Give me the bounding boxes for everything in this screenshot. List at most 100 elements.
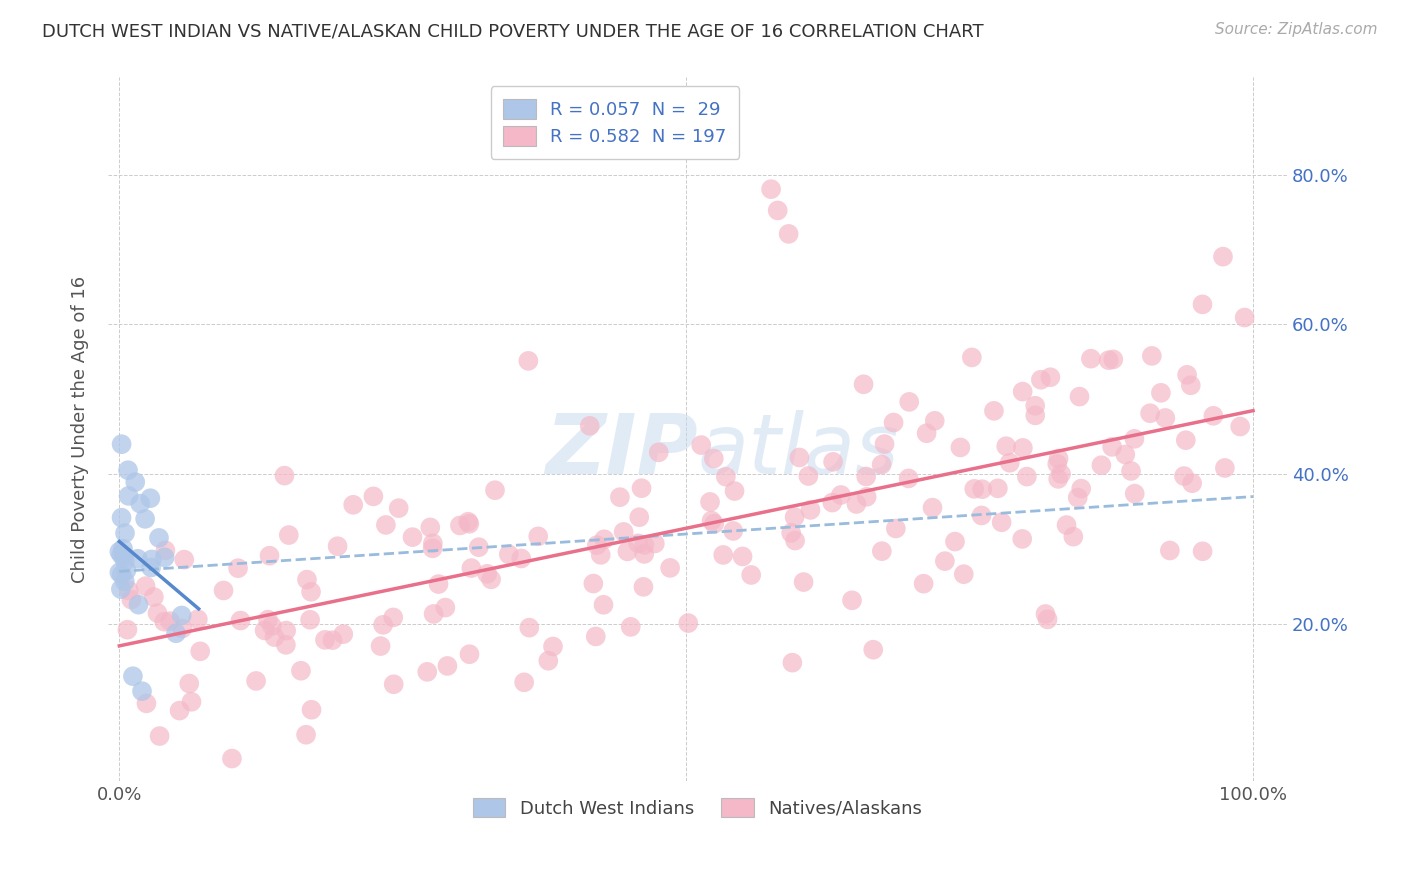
Point xyxy=(1024,409,1046,423)
Point xyxy=(537,654,560,668)
Point xyxy=(295,573,318,587)
Point xyxy=(299,613,322,627)
Point xyxy=(127,551,149,566)
Legend: Dutch West Indians, Natives/Alaskans: Dutch West Indians, Natives/Alaskans xyxy=(465,790,929,825)
Point xyxy=(943,534,966,549)
Point xyxy=(1102,352,1125,367)
Point xyxy=(1056,518,1078,533)
Point xyxy=(703,516,725,531)
Point xyxy=(510,551,533,566)
Point xyxy=(260,619,283,633)
Point xyxy=(263,630,285,644)
Point xyxy=(721,524,744,538)
Point xyxy=(766,203,789,218)
Point xyxy=(295,728,318,742)
Point xyxy=(1213,461,1236,475)
Point xyxy=(245,673,267,688)
Point xyxy=(1015,469,1038,483)
Point xyxy=(870,544,893,558)
Point xyxy=(114,554,136,568)
Point xyxy=(1150,385,1173,400)
Point xyxy=(897,471,920,485)
Point xyxy=(1229,419,1251,434)
Point xyxy=(870,458,893,472)
Point xyxy=(1173,469,1195,483)
Point xyxy=(229,614,252,628)
Point xyxy=(883,416,905,430)
Point xyxy=(1233,310,1256,325)
Point xyxy=(253,624,276,638)
Point xyxy=(983,404,1005,418)
Y-axis label: Child Poverty Under the Age of 16: Child Poverty Under the Age of 16 xyxy=(72,276,89,582)
Point xyxy=(314,632,336,647)
Point xyxy=(703,451,725,466)
Point xyxy=(987,481,1010,495)
Point xyxy=(1050,467,1073,481)
Point xyxy=(458,516,481,531)
Point xyxy=(513,675,536,690)
Point xyxy=(422,541,444,556)
Point xyxy=(1181,476,1204,491)
Point xyxy=(934,554,956,568)
Point xyxy=(1119,464,1142,478)
Point xyxy=(273,468,295,483)
Point xyxy=(789,450,811,465)
Point xyxy=(110,582,132,596)
Point xyxy=(332,627,354,641)
Point xyxy=(274,638,297,652)
Point xyxy=(1011,532,1033,546)
Point xyxy=(1090,458,1112,473)
Point xyxy=(479,572,502,586)
Point xyxy=(117,489,139,503)
Point xyxy=(592,598,614,612)
Point xyxy=(582,576,605,591)
Point xyxy=(699,495,721,509)
Point xyxy=(110,510,132,524)
Point xyxy=(226,561,249,575)
Point xyxy=(179,676,201,690)
Point xyxy=(1159,543,1181,558)
Point xyxy=(388,501,411,516)
Point xyxy=(711,548,734,562)
Point xyxy=(149,729,172,743)
Point xyxy=(541,640,564,654)
Point xyxy=(630,481,652,495)
Point xyxy=(134,512,156,526)
Point xyxy=(434,600,457,615)
Point xyxy=(783,510,806,524)
Point xyxy=(419,520,441,534)
Point xyxy=(609,490,631,504)
Point xyxy=(793,575,815,590)
Point xyxy=(170,608,193,623)
Point xyxy=(382,610,405,624)
Point xyxy=(1202,409,1225,423)
Point xyxy=(1039,370,1062,384)
Point xyxy=(342,498,364,512)
Point xyxy=(924,414,946,428)
Point xyxy=(153,615,176,629)
Point xyxy=(1069,390,1091,404)
Point xyxy=(422,536,444,550)
Point xyxy=(299,584,322,599)
Point xyxy=(122,669,145,683)
Point xyxy=(527,529,550,543)
Point xyxy=(578,418,600,433)
Point xyxy=(517,621,540,635)
Point xyxy=(475,566,498,581)
Point xyxy=(135,697,157,711)
Point xyxy=(131,684,153,698)
Point xyxy=(117,463,139,477)
Point xyxy=(589,548,612,562)
Point xyxy=(321,633,343,648)
Point xyxy=(257,613,280,627)
Point xyxy=(148,531,170,545)
Point xyxy=(659,561,682,575)
Point xyxy=(460,561,482,575)
Point xyxy=(799,503,821,517)
Point xyxy=(188,644,211,658)
Point xyxy=(108,566,131,580)
Point xyxy=(821,495,844,509)
Point xyxy=(1011,384,1033,399)
Point xyxy=(1123,432,1146,446)
Point xyxy=(616,544,638,558)
